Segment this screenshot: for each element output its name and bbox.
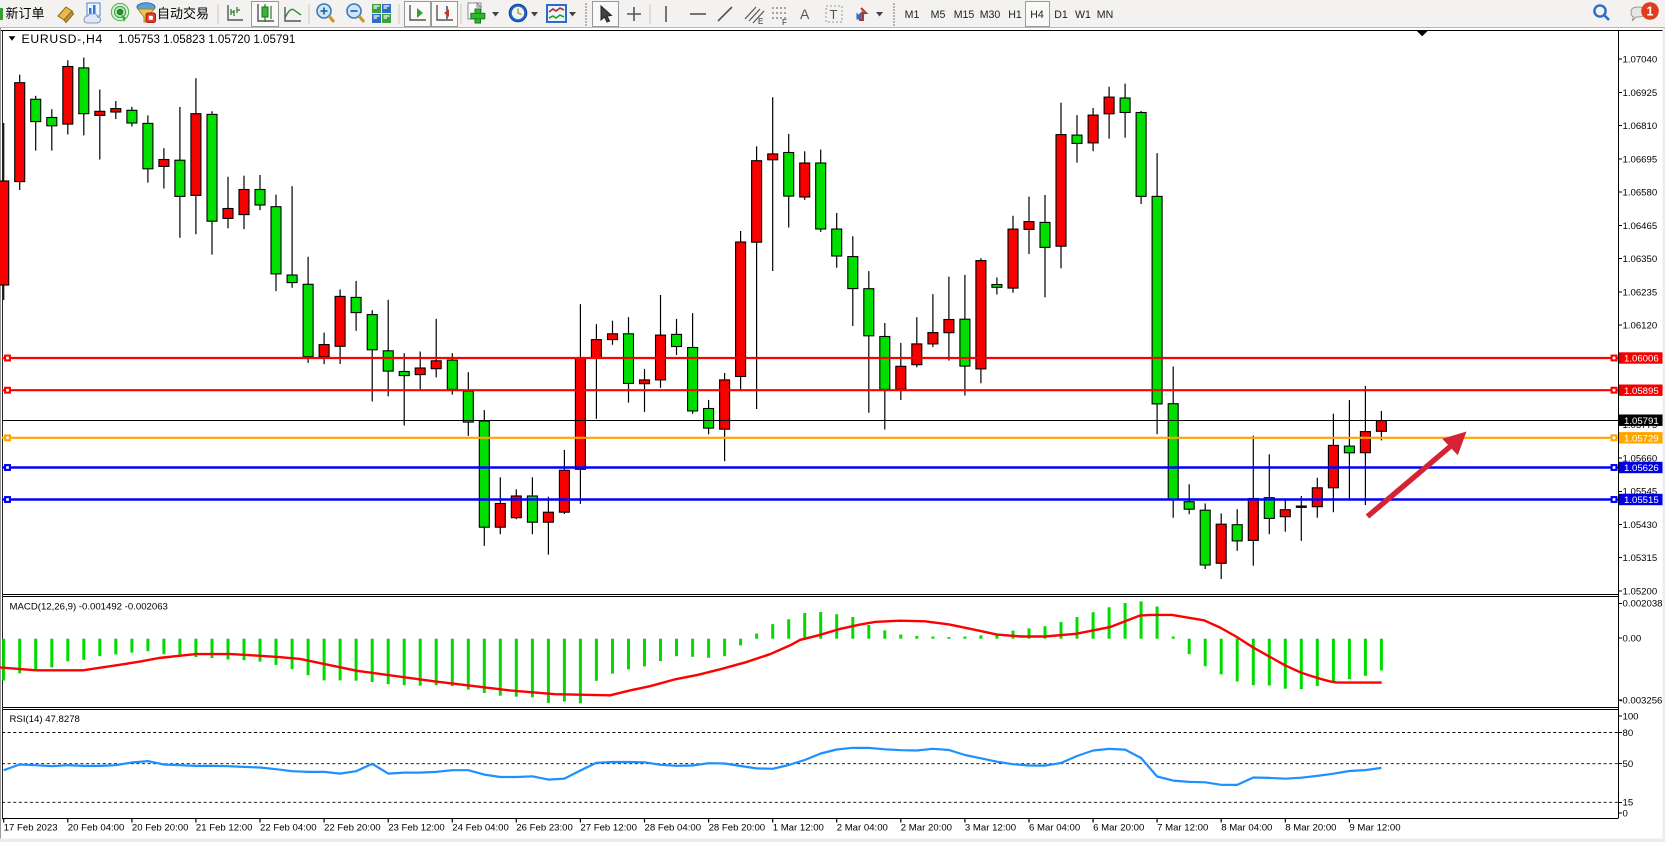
svg-text:23 Feb 12:00: 23 Feb 12:00: [388, 823, 445, 834]
svg-text:H1: H1: [1008, 9, 1022, 21]
svg-text:H4: H4: [1030, 9, 1044, 21]
svg-text:1.06235: 1.06235: [1623, 287, 1658, 298]
svg-text:1.06006: 1.06006: [1624, 354, 1659, 365]
svg-text:1.06350: 1.06350: [1623, 254, 1658, 265]
svg-text:A: A: [800, 6, 810, 22]
svg-text:17 Feb 2023: 17 Feb 2023: [4, 823, 58, 834]
svg-text:20 Feb 04:00: 20 Feb 04:00: [68, 823, 125, 834]
svg-text:EURUSD-,H4: EURUSD-,H4: [22, 32, 104, 46]
svg-text:E: E: [758, 17, 763, 26]
svg-text:15: 15: [1623, 798, 1634, 809]
svg-text:T: T: [830, 7, 838, 22]
svg-text:MACD(12,26,9) -0.001492 -0.002: MACD(12,26,9) -0.001492 -0.002063: [10, 602, 168, 613]
svg-text:22 Feb 04:00: 22 Feb 04:00: [260, 823, 317, 834]
svg-text:1.05791: 1.05791: [1624, 416, 1659, 427]
svg-text:24 Feb 04:00: 24 Feb 04:00: [452, 823, 509, 834]
svg-text:-0.003256: -0.003256: [1619, 695, 1662, 706]
svg-text:1.06580: 1.06580: [1623, 188, 1658, 199]
svg-text:1.06120: 1.06120: [1623, 321, 1658, 332]
svg-text:50: 50: [1623, 759, 1634, 770]
svg-text:M30: M30: [980, 9, 1001, 21]
svg-text:1.05895: 1.05895: [1624, 386, 1659, 397]
svg-text:自动交易: 自动交易: [157, 6, 209, 21]
svg-text:6 Mar 04:00: 6 Mar 04:00: [1029, 823, 1080, 834]
svg-text:1.06465: 1.06465: [1623, 221, 1658, 232]
svg-text:20 Feb 20:00: 20 Feb 20:00: [132, 823, 189, 834]
svg-text:F: F: [782, 18, 787, 27]
svg-text:22 Feb 20:00: 22 Feb 20:00: [324, 823, 381, 834]
svg-text:RSI(14) 47.8278: RSI(14) 47.8278: [10, 714, 80, 725]
svg-text:1.05515: 1.05515: [1624, 495, 1659, 506]
svg-text:W1: W1: [1075, 9, 1091, 21]
svg-text:1.05430: 1.05430: [1623, 520, 1658, 531]
svg-text:8 Mar 20:00: 8 Mar 20:00: [1285, 823, 1336, 834]
svg-text:新订单: 新订单: [6, 6, 45, 21]
svg-text:100: 100: [1623, 712, 1639, 723]
svg-text:0.00: 0.00: [1623, 634, 1642, 645]
svg-text:9 Mar 12:00: 9 Mar 12:00: [1349, 823, 1400, 834]
svg-text:M1: M1: [905, 9, 920, 21]
svg-text:6 Mar 20:00: 6 Mar 20:00: [1093, 823, 1144, 834]
svg-text:21 Feb 12:00: 21 Feb 12:00: [196, 823, 253, 834]
svg-text:M5: M5: [931, 9, 946, 21]
svg-text:1.06810: 1.06810: [1623, 121, 1658, 132]
svg-text:3 Mar 12:00: 3 Mar 12:00: [965, 823, 1016, 834]
svg-text:1 Mar 12:00: 1 Mar 12:00: [773, 823, 824, 834]
svg-text:2 Mar 04:00: 2 Mar 04:00: [837, 823, 888, 834]
svg-text:1.05729: 1.05729: [1624, 433, 1659, 444]
svg-text:80: 80: [1623, 728, 1634, 739]
svg-text:1.06695: 1.06695: [1623, 154, 1658, 165]
svg-text:1.07040: 1.07040: [1623, 55, 1658, 66]
svg-text:1.05315: 1.05315: [1623, 553, 1658, 564]
svg-text:0.002038: 0.002038: [1623, 599, 1663, 610]
svg-text:28 Feb 04:00: 28 Feb 04:00: [645, 823, 702, 834]
svg-text:M15: M15: [954, 9, 975, 21]
svg-text:1.05626: 1.05626: [1624, 463, 1659, 474]
svg-text:26 Feb 23:00: 26 Feb 23:00: [516, 823, 573, 834]
svg-text:1.06925: 1.06925: [1623, 88, 1658, 99]
svg-text:1: 1: [1647, 4, 1654, 18]
svg-text:8 Mar 04:00: 8 Mar 04:00: [1221, 823, 1272, 834]
svg-text:D1: D1: [1054, 9, 1068, 21]
svg-text:2 Mar 20:00: 2 Mar 20:00: [901, 823, 952, 834]
svg-text:1.05200: 1.05200: [1623, 586, 1658, 597]
svg-text:0: 0: [1623, 809, 1628, 820]
svg-text:7 Mar 12:00: 7 Mar 12:00: [1157, 823, 1208, 834]
svg-text:27 Feb 12:00: 27 Feb 12:00: [580, 823, 637, 834]
svg-text:28 Feb 20:00: 28 Feb 20:00: [709, 823, 766, 834]
svg-text:MN: MN: [1097, 9, 1113, 21]
svg-text:1.05753 1.05823 1.05720 1.0579: 1.05753 1.05823 1.05720 1.05791: [118, 33, 295, 46]
